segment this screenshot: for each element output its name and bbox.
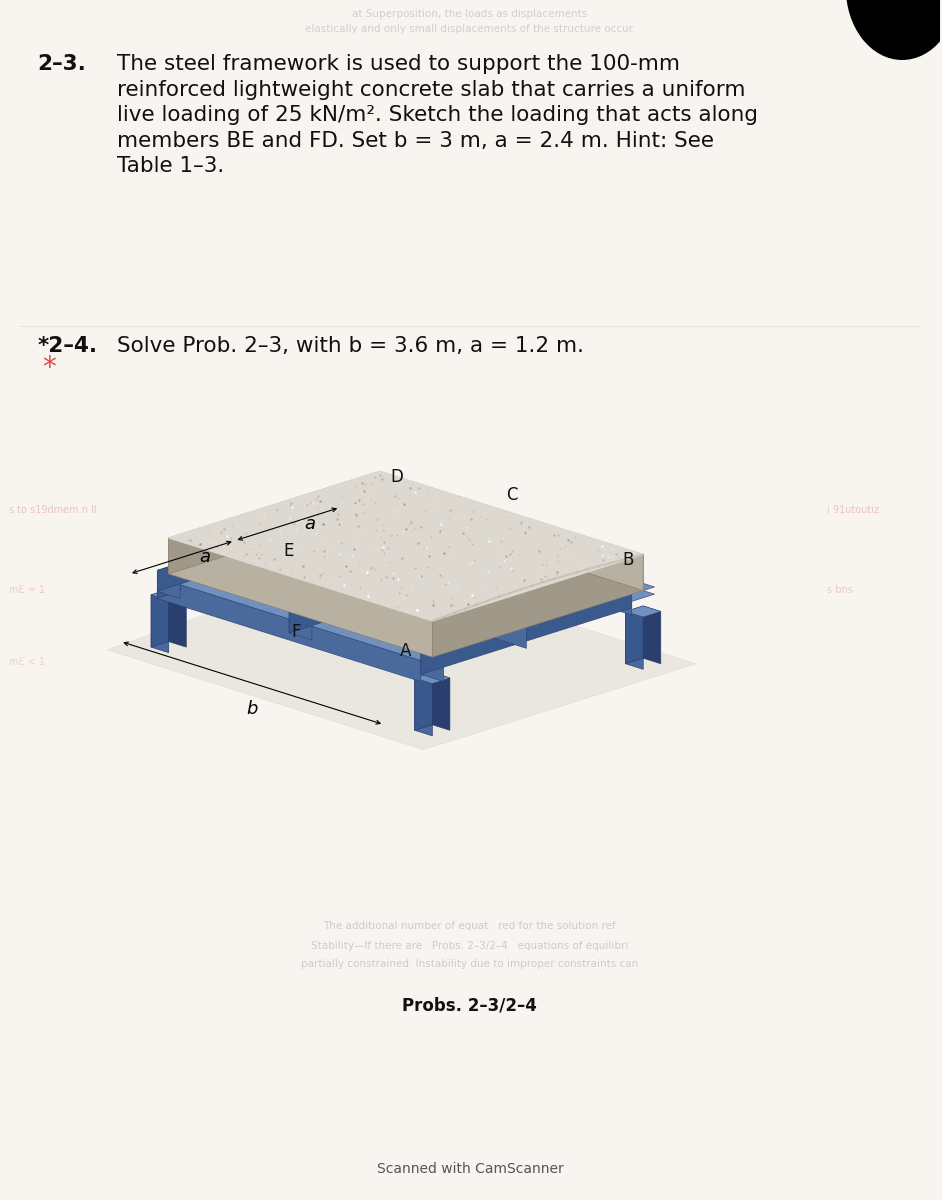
Polygon shape bbox=[421, 587, 632, 674]
Text: Probs. 2–3/2–4: Probs. 2–3/2–4 bbox=[402, 996, 537, 1014]
Polygon shape bbox=[157, 570, 180, 599]
Polygon shape bbox=[414, 678, 432, 736]
Polygon shape bbox=[157, 570, 444, 661]
Polygon shape bbox=[289, 545, 500, 632]
Polygon shape bbox=[263, 545, 527, 648]
Polygon shape bbox=[169, 538, 432, 658]
Text: *2–4.: *2–4. bbox=[38, 336, 98, 356]
Text: s bns: s bns bbox=[827, 586, 853, 595]
Text: Stability—If there are   Probs. 2–3/2–4   equations of equilibri: Stability—If there are Probs. 2–3/2–4 eq… bbox=[311, 941, 628, 950]
Polygon shape bbox=[362, 528, 380, 586]
Polygon shape bbox=[414, 672, 432, 731]
Polygon shape bbox=[151, 589, 169, 647]
Polygon shape bbox=[289, 612, 312, 640]
Text: mƐ < 1: mƐ < 1 bbox=[9, 658, 45, 667]
Polygon shape bbox=[157, 577, 421, 682]
Text: elastically and only small displacements of the structure occur.: elastically and only small displacements… bbox=[304, 24, 635, 34]
Text: i 91utoutiz: i 91utoutiz bbox=[827, 505, 879, 515]
Polygon shape bbox=[625, 612, 643, 670]
Polygon shape bbox=[368, 511, 632, 616]
Polygon shape bbox=[421, 587, 655, 661]
Polygon shape bbox=[169, 472, 380, 574]
Text: partially constrained. Instability due to improper constraints can: partially constrained. Instability due t… bbox=[301, 959, 639, 968]
Text: b: b bbox=[247, 700, 258, 718]
Polygon shape bbox=[263, 538, 549, 628]
Text: a: a bbox=[199, 548, 210, 566]
Polygon shape bbox=[643, 606, 660, 664]
Text: A: A bbox=[400, 642, 412, 660]
Polygon shape bbox=[368, 504, 655, 594]
Text: 2–3.: 2–3. bbox=[38, 54, 87, 74]
Text: Solve Prob. 2–3, with b = 3.6 m, a = 1.2 m.: Solve Prob. 2–3, with b = 3.6 m, a = 1.2… bbox=[118, 336, 584, 356]
Text: s to s19dmem n ll: s to s19dmem n ll bbox=[9, 505, 97, 515]
Polygon shape bbox=[414, 672, 450, 684]
Text: *: * bbox=[42, 354, 56, 382]
Polygon shape bbox=[157, 504, 368, 592]
Polygon shape bbox=[263, 538, 285, 565]
Polygon shape bbox=[151, 595, 169, 653]
Wedge shape bbox=[846, 0, 942, 60]
Text: mƐ = 1: mƐ = 1 bbox=[9, 586, 45, 595]
Text: E: E bbox=[284, 542, 294, 560]
Polygon shape bbox=[625, 606, 643, 664]
Polygon shape bbox=[151, 589, 187, 600]
Polygon shape bbox=[157, 504, 391, 577]
Polygon shape bbox=[362, 523, 398, 534]
Text: The additional number of equat   red for the solution ref: The additional number of equat red for t… bbox=[323, 922, 616, 931]
Text: at Superposition, the loads as displacements: at Superposition, the loads as displacem… bbox=[352, 10, 588, 19]
Polygon shape bbox=[169, 472, 643, 620]
Text: D: D bbox=[391, 468, 404, 486]
Polygon shape bbox=[421, 654, 444, 682]
Text: B: B bbox=[623, 551, 634, 569]
Polygon shape bbox=[625, 606, 660, 617]
Polygon shape bbox=[107, 558, 696, 750]
Polygon shape bbox=[432, 554, 643, 658]
Text: The steel framework is used to support the 100-mm
reinforced lightweight concret: The steel framework is used to support t… bbox=[118, 54, 758, 176]
Text: a: a bbox=[304, 515, 316, 533]
Polygon shape bbox=[380, 472, 643, 590]
Polygon shape bbox=[157, 570, 180, 599]
Polygon shape bbox=[169, 589, 187, 647]
Text: F: F bbox=[291, 623, 300, 641]
Polygon shape bbox=[432, 672, 450, 731]
Polygon shape bbox=[368, 504, 391, 532]
Polygon shape bbox=[362, 523, 380, 581]
Polygon shape bbox=[289, 545, 523, 619]
Polygon shape bbox=[380, 523, 398, 581]
Text: C: C bbox=[506, 486, 517, 504]
Text: Scanned with CamScanner: Scanned with CamScanner bbox=[377, 1162, 563, 1176]
